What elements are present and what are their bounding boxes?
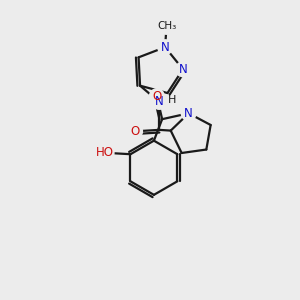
Circle shape [152,94,167,109]
Text: N: N [155,95,164,108]
Circle shape [158,18,175,34]
Circle shape [128,124,142,139]
Text: N: N [184,107,193,120]
Circle shape [176,62,190,76]
Text: N: N [178,63,187,76]
Text: N: N [161,41,170,54]
Text: CH₃: CH₃ [157,21,176,31]
Circle shape [149,89,164,104]
Circle shape [181,106,196,121]
Circle shape [158,40,172,55]
Text: HO: HO [95,146,113,159]
Text: H: H [167,95,176,105]
Text: O: O [130,125,140,138]
Circle shape [95,143,114,162]
Text: O: O [152,90,161,103]
